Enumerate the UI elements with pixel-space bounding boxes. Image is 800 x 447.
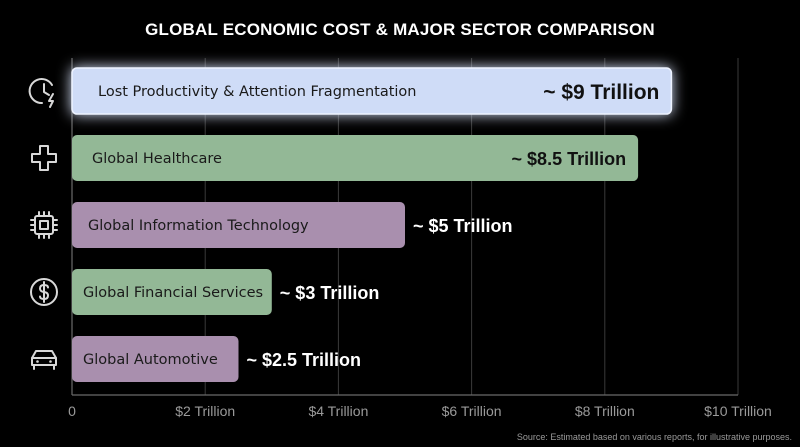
source-note: Source: Estimated based on various repor…	[517, 432, 792, 442]
bar	[71, 67, 673, 115]
bar-category-label: Lost Productivity & Attention Fragmentat…	[98, 84, 416, 100]
x-tick-label: $8 Trillion	[575, 403, 635, 419]
x-tick-label: $6 Trillion	[442, 403, 502, 419]
bar-value-label: ~ $8.5 Trillion	[512, 149, 627, 169]
bar-category-label: Global Financial Services	[83, 285, 263, 301]
bar-value-label: ~ $2.5 Trillion	[247, 350, 362, 370]
category-icons	[28, 78, 58, 370]
chart-title: GLOBAL ECONOMIC COST & MAJOR SECTOR COMP…	[145, 20, 655, 39]
clock-lightning-icon	[28, 78, 54, 108]
x-tick-label: 0	[68, 403, 76, 419]
x-axis-ticks: 0 $2 Trillion $4 Trillion $6 Trillion $8 Tri…	[68, 403, 772, 419]
bar-category-label: Global Healthcare	[92, 151, 222, 167]
bar	[72, 202, 405, 248]
car-icon	[31, 350, 57, 370]
x-tick-label: $10 Trillion	[704, 403, 772, 419]
bar-category-label: Global Automotive	[83, 352, 218, 368]
bar	[72, 135, 639, 181]
microchip-icon	[30, 211, 58, 239]
dollar-coin-icon	[30, 278, 58, 306]
bar-labels: Lost Productivity & Attention Fragmentat…	[83, 81, 659, 370]
bar	[72, 336, 239, 382]
bar-category-label: Global Information Technology	[88, 218, 309, 234]
medical-cross-icon	[31, 145, 57, 171]
bar-value-label: ~ $5 Trillion	[413, 216, 513, 236]
bar-value-label: ~ $3 Trillion	[280, 283, 380, 303]
bar-value-label: ~ $9 Trillion	[543, 81, 659, 104]
bars	[71, 67, 673, 382]
x-tick-label: $2 Trillion	[175, 403, 235, 419]
bar	[72, 269, 272, 315]
x-tick-label: $4 Trillion	[308, 403, 368, 419]
